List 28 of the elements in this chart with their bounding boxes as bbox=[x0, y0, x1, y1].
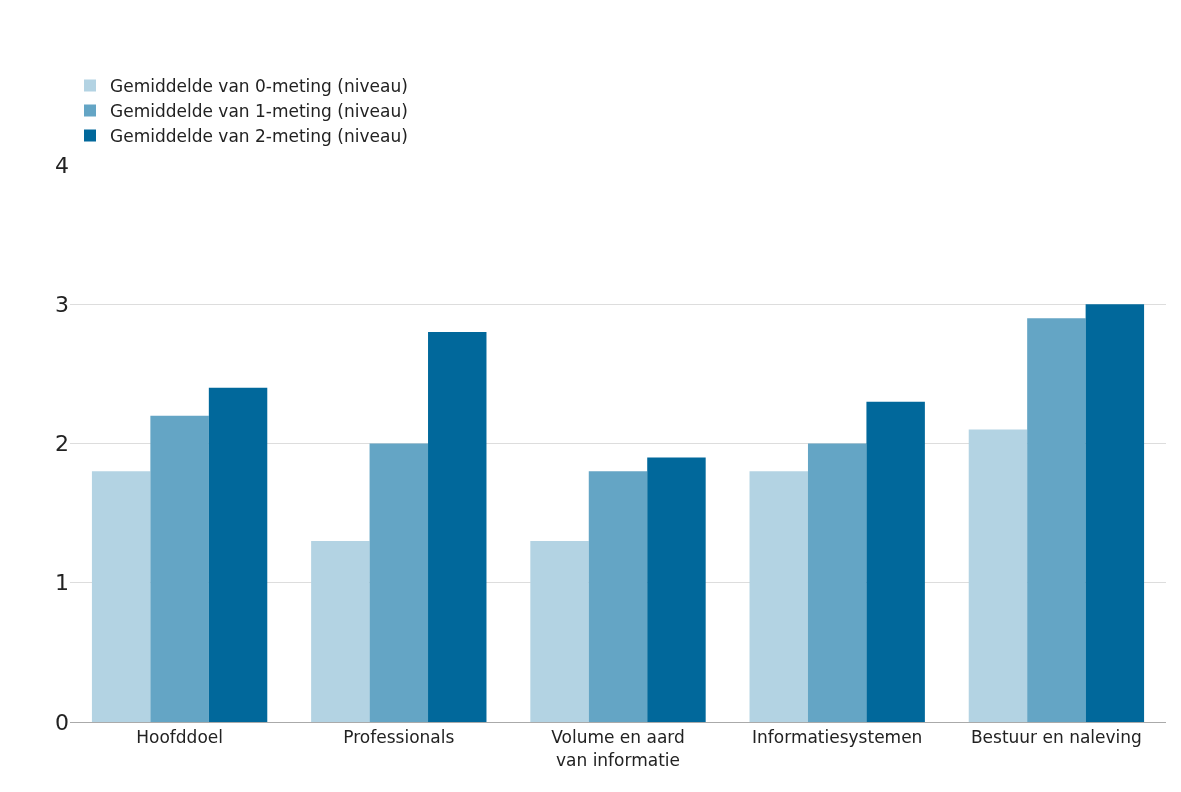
legend-label: Gemiddelde van 2-meting (niveau) bbox=[110, 126, 408, 147]
bar bbox=[311, 540, 370, 722]
bar bbox=[150, 415, 209, 722]
y-tick-label: 2 bbox=[55, 431, 69, 457]
y-tick-label: 1 bbox=[55, 570, 69, 596]
bar bbox=[866, 401, 925, 722]
bar bbox=[530, 540, 589, 722]
bar bbox=[1027, 318, 1086, 722]
bar bbox=[588, 471, 648, 722]
y-tick-label: 4 bbox=[55, 152, 69, 178]
bar bbox=[428, 332, 487, 722]
y-tick-label: 3 bbox=[55, 291, 69, 317]
bar bbox=[968, 429, 1028, 722]
bar bbox=[1085, 304, 1145, 722]
x-tick-label: Informatiesystemen bbox=[752, 727, 923, 748]
legend-label: Gemiddelde van 0-meting (niveau) bbox=[110, 76, 408, 97]
y-tick-label: 0 bbox=[55, 709, 69, 735]
bar bbox=[749, 471, 808, 722]
bar bbox=[208, 387, 268, 722]
legend-label: Gemiddelde van 1-meting (niveau) bbox=[110, 101, 408, 122]
bar bbox=[647, 457, 706, 722]
x-tick-label: Volume en aard van informatie bbox=[551, 727, 685, 770]
x-tick-label: Professionals bbox=[343, 727, 455, 748]
bar bbox=[369, 443, 429, 722]
bar bbox=[91, 471, 151, 722]
x-tick-label: Hoofddoel bbox=[136, 727, 223, 748]
x-tick-label: Bestuur en naleving bbox=[970, 727, 1142, 748]
bar bbox=[807, 443, 867, 722]
